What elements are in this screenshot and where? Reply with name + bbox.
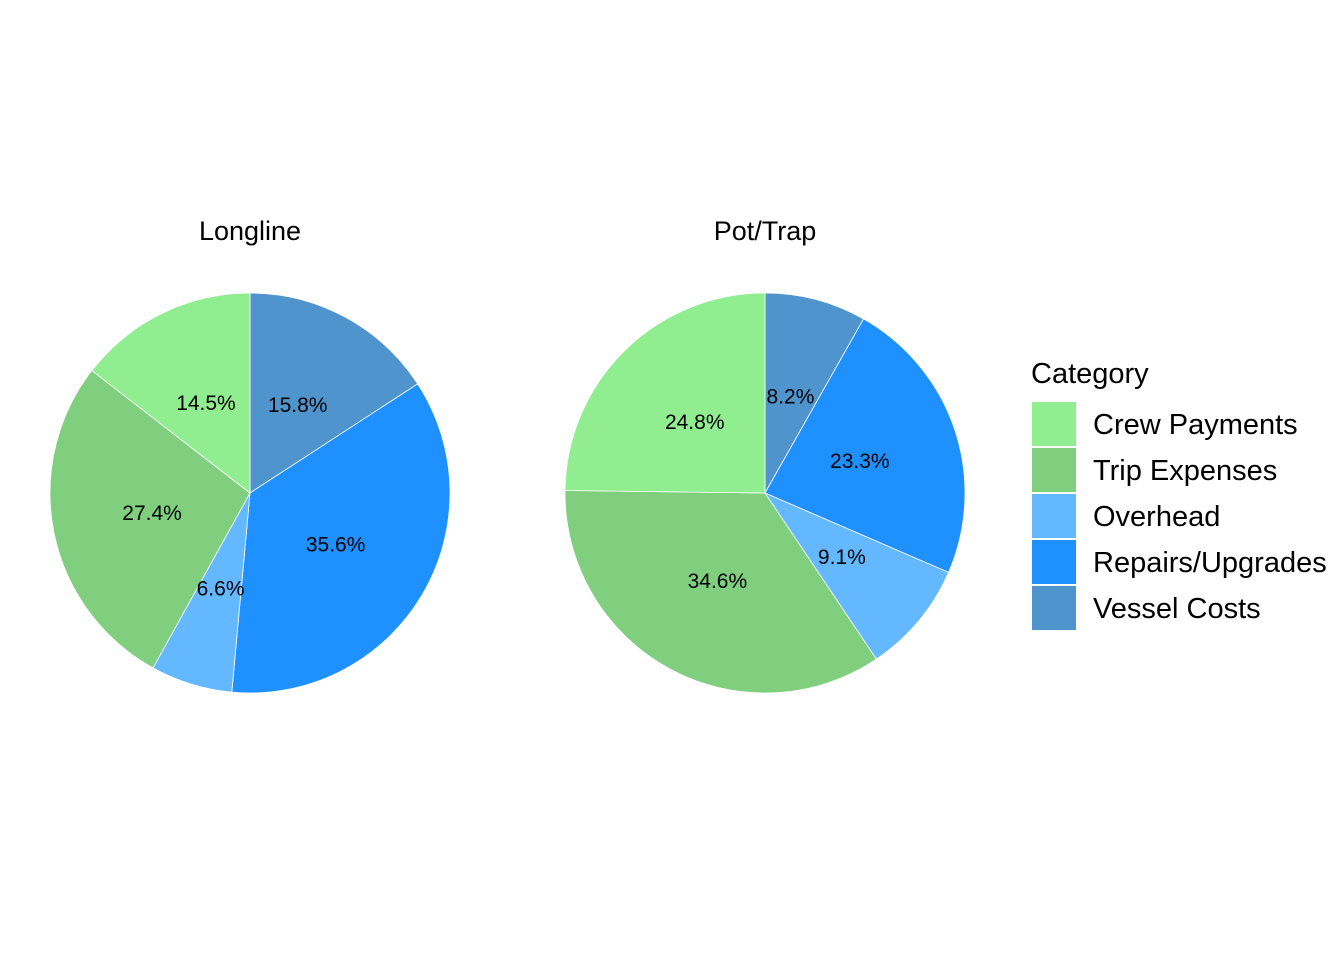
slice-label: 23.3% [830,450,890,473]
legend-item-repairs-upgrades: Repairs/Upgrades [1032,540,1327,584]
legend: Category Crew Payments Trip Expenses Overh… [1031,358,1327,630]
legend-label: Overhead [1093,501,1220,533]
legend-swatch [1032,540,1076,584]
pie-panel-longline: Longline 15.8% 35.6% 6.6% 27.4% 14.5% [49,216,451,694]
pie-panel-pot-trap: Pot/Trap 8.2% 23.3% 9.1% 34.6% 24.8% [564,216,966,694]
pie-slice-vessel-costs [764,292,865,495]
legend-item-crew-payments: Crew Payments [1032,402,1298,446]
pie-slice-repairs-upgrades [231,383,451,694]
legend-swatch [1032,586,1076,630]
slice-label: 9.1% [818,546,866,569]
slice-label: 27.4% [122,502,182,525]
legend-items: Crew Payments Trip Expenses Overhead Repair… [1032,402,1327,630]
slice-label: 34.6% [688,570,748,593]
legend-label: Repairs/Upgrades [1093,547,1327,579]
legend-title: Category [1031,358,1149,390]
pie-slice-crew-payments [91,292,251,494]
slice-label: 6.6% [197,578,245,601]
legend-label: Crew Payments [1093,409,1298,441]
legend-label: Trip Expenses [1093,455,1277,487]
pie-slice-overhead [763,492,950,660]
legend-item-overhead: Overhead [1032,494,1220,538]
slice-label: 35.6% [306,534,366,557]
pie-panels: Longline 15.8% 35.6% 6.6% 27.4% 14.5% Pot/Trap… [49,216,966,694]
legend-swatch [1032,402,1076,446]
slice-label: 8.2% [767,385,815,408]
legend-swatch [1032,494,1076,538]
slice-label: 14.5% [176,392,236,415]
pie-slice-crew-payments [564,292,766,494]
slice-label: 15.8% [268,394,328,417]
legend-item-trip-expenses: Trip Expenses [1032,448,1277,492]
legend-label: Vessel Costs [1093,593,1261,625]
legend-swatch [1032,448,1076,492]
panel-title: Longline [199,216,301,246]
pie-slice-vessel-costs [249,292,419,494]
legend-item-vessel-costs: Vessel Costs [1032,586,1261,630]
slice-label: 24.8% [665,411,725,434]
panel-title: Pot/Trap [714,216,817,246]
pie-slice-trip-expenses [49,370,251,669]
pie-slice-repairs-upgrades [764,318,966,573]
pie-slice-trip-expenses [564,490,877,694]
